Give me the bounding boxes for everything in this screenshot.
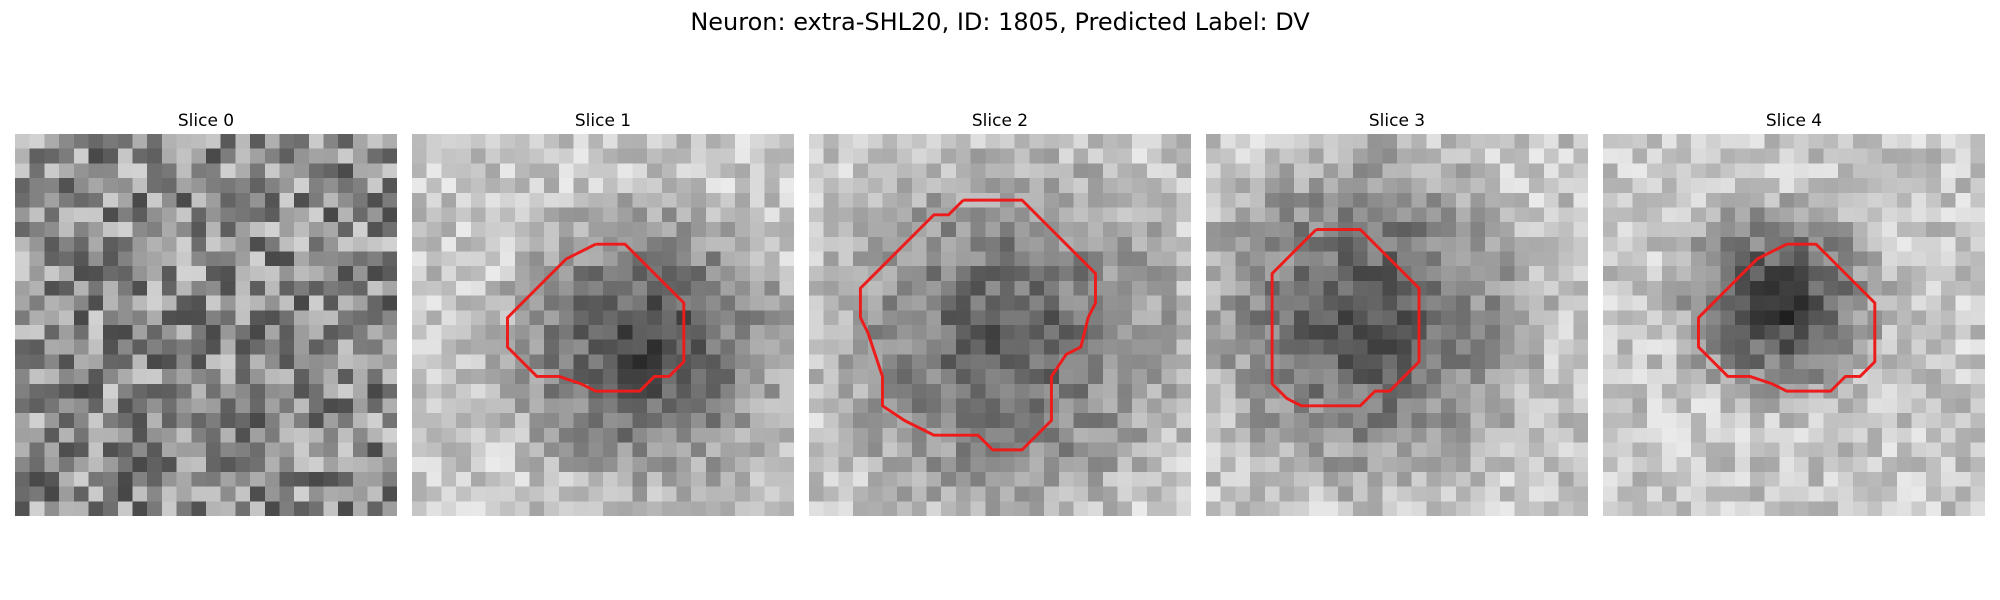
slice-title: Slice 0 bbox=[177, 111, 235, 131]
pixel-grid bbox=[1206, 134, 1588, 516]
slice-title: Slice 3 bbox=[1368, 111, 1426, 131]
slice-title: Slice 2 bbox=[971, 111, 1029, 131]
slice-panel-4: Slice 4 bbox=[1603, 110, 1985, 516]
slice-image bbox=[809, 134, 1191, 516]
slice-panel-2: Slice 2 bbox=[809, 110, 1191, 516]
figure-title: Neuron: extra-SHL20, ID: 1805, Predicted… bbox=[690, 8, 1310, 36]
pixel-grid bbox=[809, 134, 1191, 516]
segmentation-outline bbox=[1697, 242, 1877, 393]
slice-image bbox=[412, 134, 794, 516]
pixel-grid bbox=[1603, 134, 1985, 516]
pixel-grid bbox=[412, 134, 794, 516]
slice-title: Slice 1 bbox=[574, 111, 632, 131]
slice-panel-0: Slice 0 bbox=[15, 110, 397, 516]
segmentation-outline bbox=[858, 198, 1097, 452]
slice-image bbox=[1603, 134, 1985, 516]
segmentation-outline bbox=[506, 242, 686, 393]
slice-image bbox=[15, 134, 397, 516]
slice-panel-3: Slice 3 bbox=[1206, 110, 1588, 516]
slice-title: Slice 4 bbox=[1765, 111, 1823, 131]
slice-panel-1: Slice 1 bbox=[412, 110, 794, 516]
segmentation-outline bbox=[1270, 228, 1421, 408]
slice-image bbox=[1206, 134, 1588, 516]
pixel-grid bbox=[15, 134, 397, 516]
